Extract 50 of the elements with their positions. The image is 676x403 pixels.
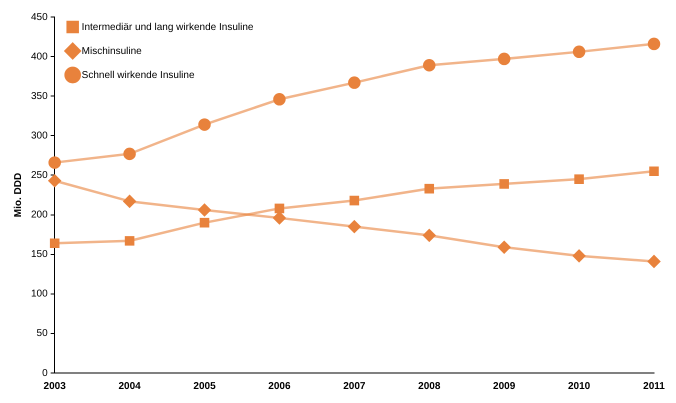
point <box>123 195 136 208</box>
x-tick-label: 2005 <box>193 380 216 392</box>
point <box>273 93 286 106</box>
point <box>648 255 660 268</box>
point <box>48 174 61 188</box>
y-tick-label: 250 <box>30 170 48 181</box>
y-tick-label: 200 <box>30 210 48 221</box>
point <box>424 184 434 194</box>
y-tick-label: 100 <box>30 288 48 300</box>
y-tick-label: 450 <box>30 12 48 23</box>
x-tick-label: 2007 <box>343 380 366 392</box>
y-axis-title: Mio. DDD <box>12 172 24 218</box>
point <box>649 166 659 176</box>
x-tick-label: 2004 <box>118 380 142 392</box>
point <box>274 204 284 214</box>
point <box>273 212 286 224</box>
legend-label: Mischinsuline <box>82 46 142 57</box>
point <box>48 156 61 169</box>
x-tick-label: 2003 <box>44 380 66 392</box>
x-tick-label: 2008 <box>418 380 441 392</box>
point <box>198 204 211 216</box>
y-tick-label: 0 <box>42 368 48 379</box>
point <box>348 76 361 89</box>
point <box>648 38 660 50</box>
x-tick-label: 2009 <box>493 380 516 392</box>
point <box>198 118 211 131</box>
point <box>498 240 510 254</box>
point <box>498 52 510 66</box>
x-tick-label: 2011 <box>643 380 666 392</box>
y-tick-label: 350 <box>30 90 48 102</box>
x-tick-label: 2006 <box>268 380 291 392</box>
point <box>499 179 509 189</box>
point <box>350 196 360 206</box>
point <box>123 148 136 160</box>
point <box>572 250 586 262</box>
point <box>200 218 210 228</box>
x-tick-label: 2010 <box>568 380 591 392</box>
legend-label: Schnell wirkende Insuline <box>82 70 195 81</box>
point <box>124 236 134 246</box>
y-tick-label: 400 <box>30 51 48 62</box>
point <box>572 46 586 58</box>
point <box>423 59 436 72</box>
point <box>423 229 436 242</box>
point <box>574 174 584 184</box>
y-tick-label: 150 <box>30 249 48 260</box>
y-tick-label: 50 <box>36 328 48 340</box>
point <box>348 220 361 233</box>
point <box>50 238 60 248</box>
y-tick-label: 300 <box>30 130 48 142</box>
legend-label: Intermediär und lang wirkende Insuline <box>82 22 254 33</box>
